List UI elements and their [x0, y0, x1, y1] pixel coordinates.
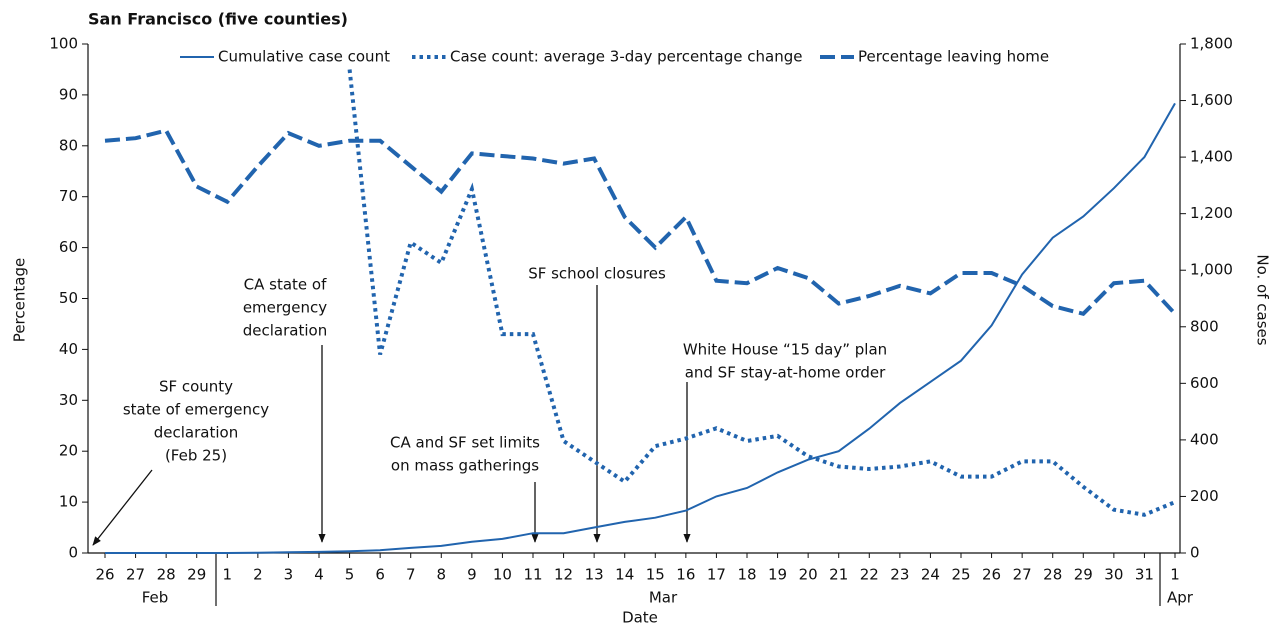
- y-tick-label: 0: [68, 544, 78, 562]
- annotation: White House “15 day” plan: [683, 341, 887, 359]
- y2-tick-label: 200: [1190, 487, 1219, 505]
- annotation: declaration: [154, 424, 238, 442]
- x-tick-label: 12: [554, 566, 573, 584]
- y-tick-label: 30: [59, 391, 78, 409]
- month-label: Mar: [649, 589, 678, 607]
- x-tick-label: 1: [223, 566, 233, 584]
- x-tick-label: 1: [1170, 566, 1180, 584]
- month-label: Apr: [1167, 589, 1194, 607]
- x-tick-label: 10: [493, 566, 512, 584]
- annotation: on mass gatherings: [391, 457, 539, 475]
- x-tick-label: 15: [646, 566, 665, 584]
- x-tick-label: 27: [1013, 566, 1032, 584]
- x-tick-label: 13: [585, 566, 604, 584]
- annotation-arrows: [92, 285, 691, 546]
- x-tick-label: 26: [95, 566, 114, 584]
- y-tick-label: 60: [59, 238, 78, 256]
- x-tick-label: 11: [523, 566, 542, 584]
- y-tick-label: 70: [59, 187, 78, 205]
- annotation: and SF stay-at-home order: [685, 364, 886, 382]
- y-tick-label: 10: [59, 493, 78, 511]
- x-tick-label: 28: [157, 566, 176, 584]
- x-tick-label: 16: [676, 566, 695, 584]
- x-tick-label: 4: [314, 566, 324, 584]
- y2-tick-label: 0: [1190, 544, 1200, 562]
- y2-tick-label: 800: [1190, 317, 1219, 335]
- x-tick-label: 23: [890, 566, 909, 584]
- x-tick-label: 19: [768, 566, 787, 584]
- legend-label: Cumulative case count: [218, 48, 390, 66]
- y2-tick-label: 1,800: [1190, 35, 1233, 53]
- annotation: CA state of: [244, 276, 327, 294]
- x-tick-label: 31: [1135, 566, 1154, 584]
- series-line: [105, 102, 1176, 554]
- x-tick-label: 26: [982, 566, 1001, 584]
- y-tick-label: 40: [59, 340, 78, 358]
- x-tick-label: 8: [437, 566, 447, 584]
- y-axis-label: Percentage: [11, 258, 29, 342]
- chart-title: San Francisco (five counties): [88, 10, 348, 29]
- x-tick-label: 18: [737, 566, 756, 584]
- x-tick-label: 29: [1074, 566, 1093, 584]
- y-tick-label: 90: [59, 85, 78, 103]
- x-tick-label: 22: [860, 566, 879, 584]
- series-line: [347, 69, 1176, 517]
- x-tick-label: 20: [799, 566, 818, 584]
- x-tick-label: 28: [1043, 566, 1062, 584]
- annotation: CA and SF set limits: [390, 434, 540, 452]
- x-tick-label: 30: [1104, 566, 1123, 584]
- y2-tick-label: 1,000: [1190, 261, 1233, 279]
- annotation: (Feb 25): [165, 447, 227, 465]
- y2-tick-label: 1,200: [1190, 204, 1233, 222]
- y2-axis-label: No. of cases: [1254, 254, 1272, 345]
- y-tick-label: 50: [59, 289, 78, 307]
- annotation: SF county: [159, 378, 233, 396]
- x-tick-label: 7: [406, 566, 416, 584]
- y2-tick-label: 1,600: [1190, 91, 1233, 109]
- x-tick-label: 2: [253, 566, 263, 584]
- y-tick-label: 80: [59, 136, 78, 154]
- y2-tick-label: 600: [1190, 374, 1219, 392]
- x-tick-label: 25: [951, 566, 970, 584]
- x-tick-label: 9: [467, 566, 477, 584]
- legend-label: Case count: average 3-day percentage cha…: [450, 48, 802, 66]
- y-tick-label: 100: [49, 35, 78, 53]
- x-tick-label: 21: [829, 566, 848, 584]
- x-tick-label: 27: [126, 566, 145, 584]
- annotation: emergency: [243, 299, 327, 317]
- x-tick-label: 14: [615, 566, 634, 584]
- x-axis-label: Date: [622, 609, 658, 627]
- x-tick-label: 6: [375, 566, 385, 584]
- x-tick-label: 29: [187, 566, 206, 584]
- annotation: state of emergency: [123, 401, 269, 419]
- x-tick-label: 24: [921, 566, 940, 584]
- series-line: [104, 128, 1177, 317]
- y2-tick-label: 1,400: [1190, 148, 1233, 166]
- annotation: declaration: [243, 322, 327, 340]
- legend-label: Percentage leaving home: [858, 48, 1049, 66]
- y2-tick-label: 400: [1190, 430, 1219, 448]
- annotation: SF school closures: [528, 265, 666, 283]
- x-tick-label: 3: [284, 566, 294, 584]
- y-tick-label: 20: [59, 442, 78, 460]
- x-tick-label: 5: [345, 566, 355, 584]
- month-label: Feb: [142, 589, 169, 607]
- x-tick-label: 17: [707, 566, 726, 584]
